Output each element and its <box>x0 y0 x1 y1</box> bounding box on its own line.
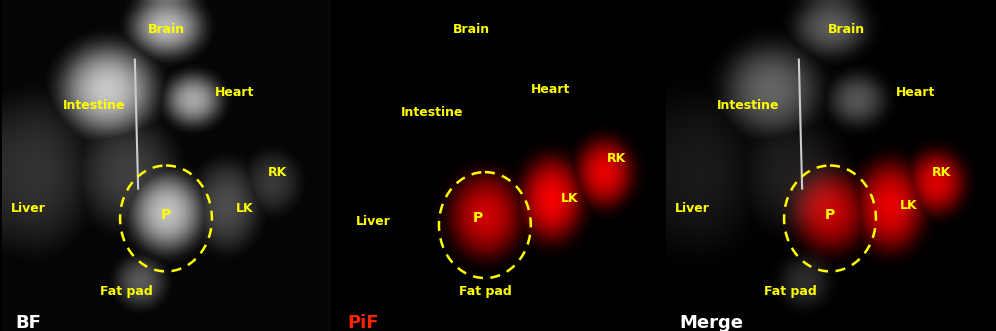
Text: LK: LK <box>236 202 254 215</box>
Text: RK: RK <box>932 166 951 179</box>
Text: RK: RK <box>607 152 625 166</box>
Text: Liver: Liver <box>675 202 710 215</box>
Text: RK: RK <box>268 166 287 179</box>
Text: P: P <box>161 208 171 222</box>
Text: Brain: Brain <box>147 23 184 36</box>
Text: Heart: Heart <box>531 83 570 96</box>
Text: Brain: Brain <box>828 23 865 36</box>
Text: Intestine: Intestine <box>63 99 125 113</box>
Text: LK: LK <box>562 192 579 205</box>
Text: Intestine: Intestine <box>717 99 779 113</box>
Text: Heart: Heart <box>895 86 935 99</box>
Text: Heart: Heart <box>215 86 255 99</box>
Text: Liver: Liver <box>356 215 390 228</box>
Text: P: P <box>473 212 483 225</box>
Text: Liver: Liver <box>11 202 46 215</box>
Text: PiF: PiF <box>348 314 378 331</box>
Text: Intestine: Intestine <box>401 106 464 119</box>
Text: BF: BF <box>15 314 41 331</box>
Text: Fat pad: Fat pad <box>101 285 153 298</box>
Text: Fat pad: Fat pad <box>458 285 511 298</box>
Text: P: P <box>825 208 835 222</box>
Text: Brain: Brain <box>453 23 490 36</box>
Text: Merge: Merge <box>679 314 743 331</box>
Text: LK: LK <box>900 199 917 212</box>
Text: Fat pad: Fat pad <box>764 285 817 298</box>
